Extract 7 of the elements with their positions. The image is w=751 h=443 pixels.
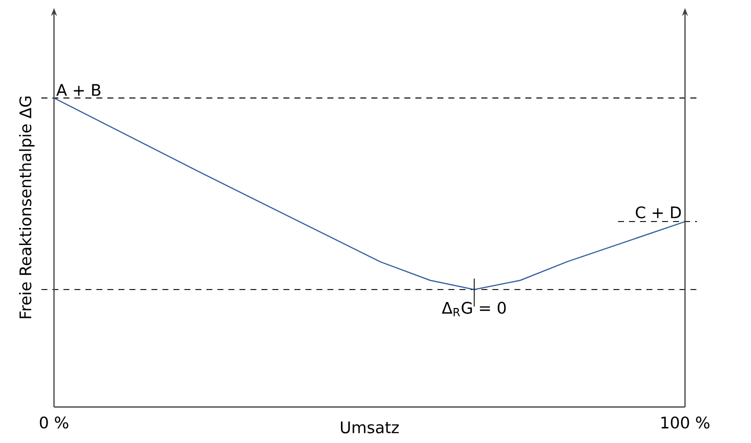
x-tick-label: 100 %	[661, 416, 710, 429]
ref-line-label: A + B	[56, 84, 100, 96]
y-axis-title: Freie Reaktionsenthalpie ΔG	[19, 96, 34, 318]
x-tick-label: 0 %	[40, 416, 68, 429]
annotation: C + D	[636, 206, 681, 218]
x-axis-title: Umsatz	[340, 422, 399, 434]
annotation: Δ$_{R}$G = 0	[442, 302, 506, 316]
